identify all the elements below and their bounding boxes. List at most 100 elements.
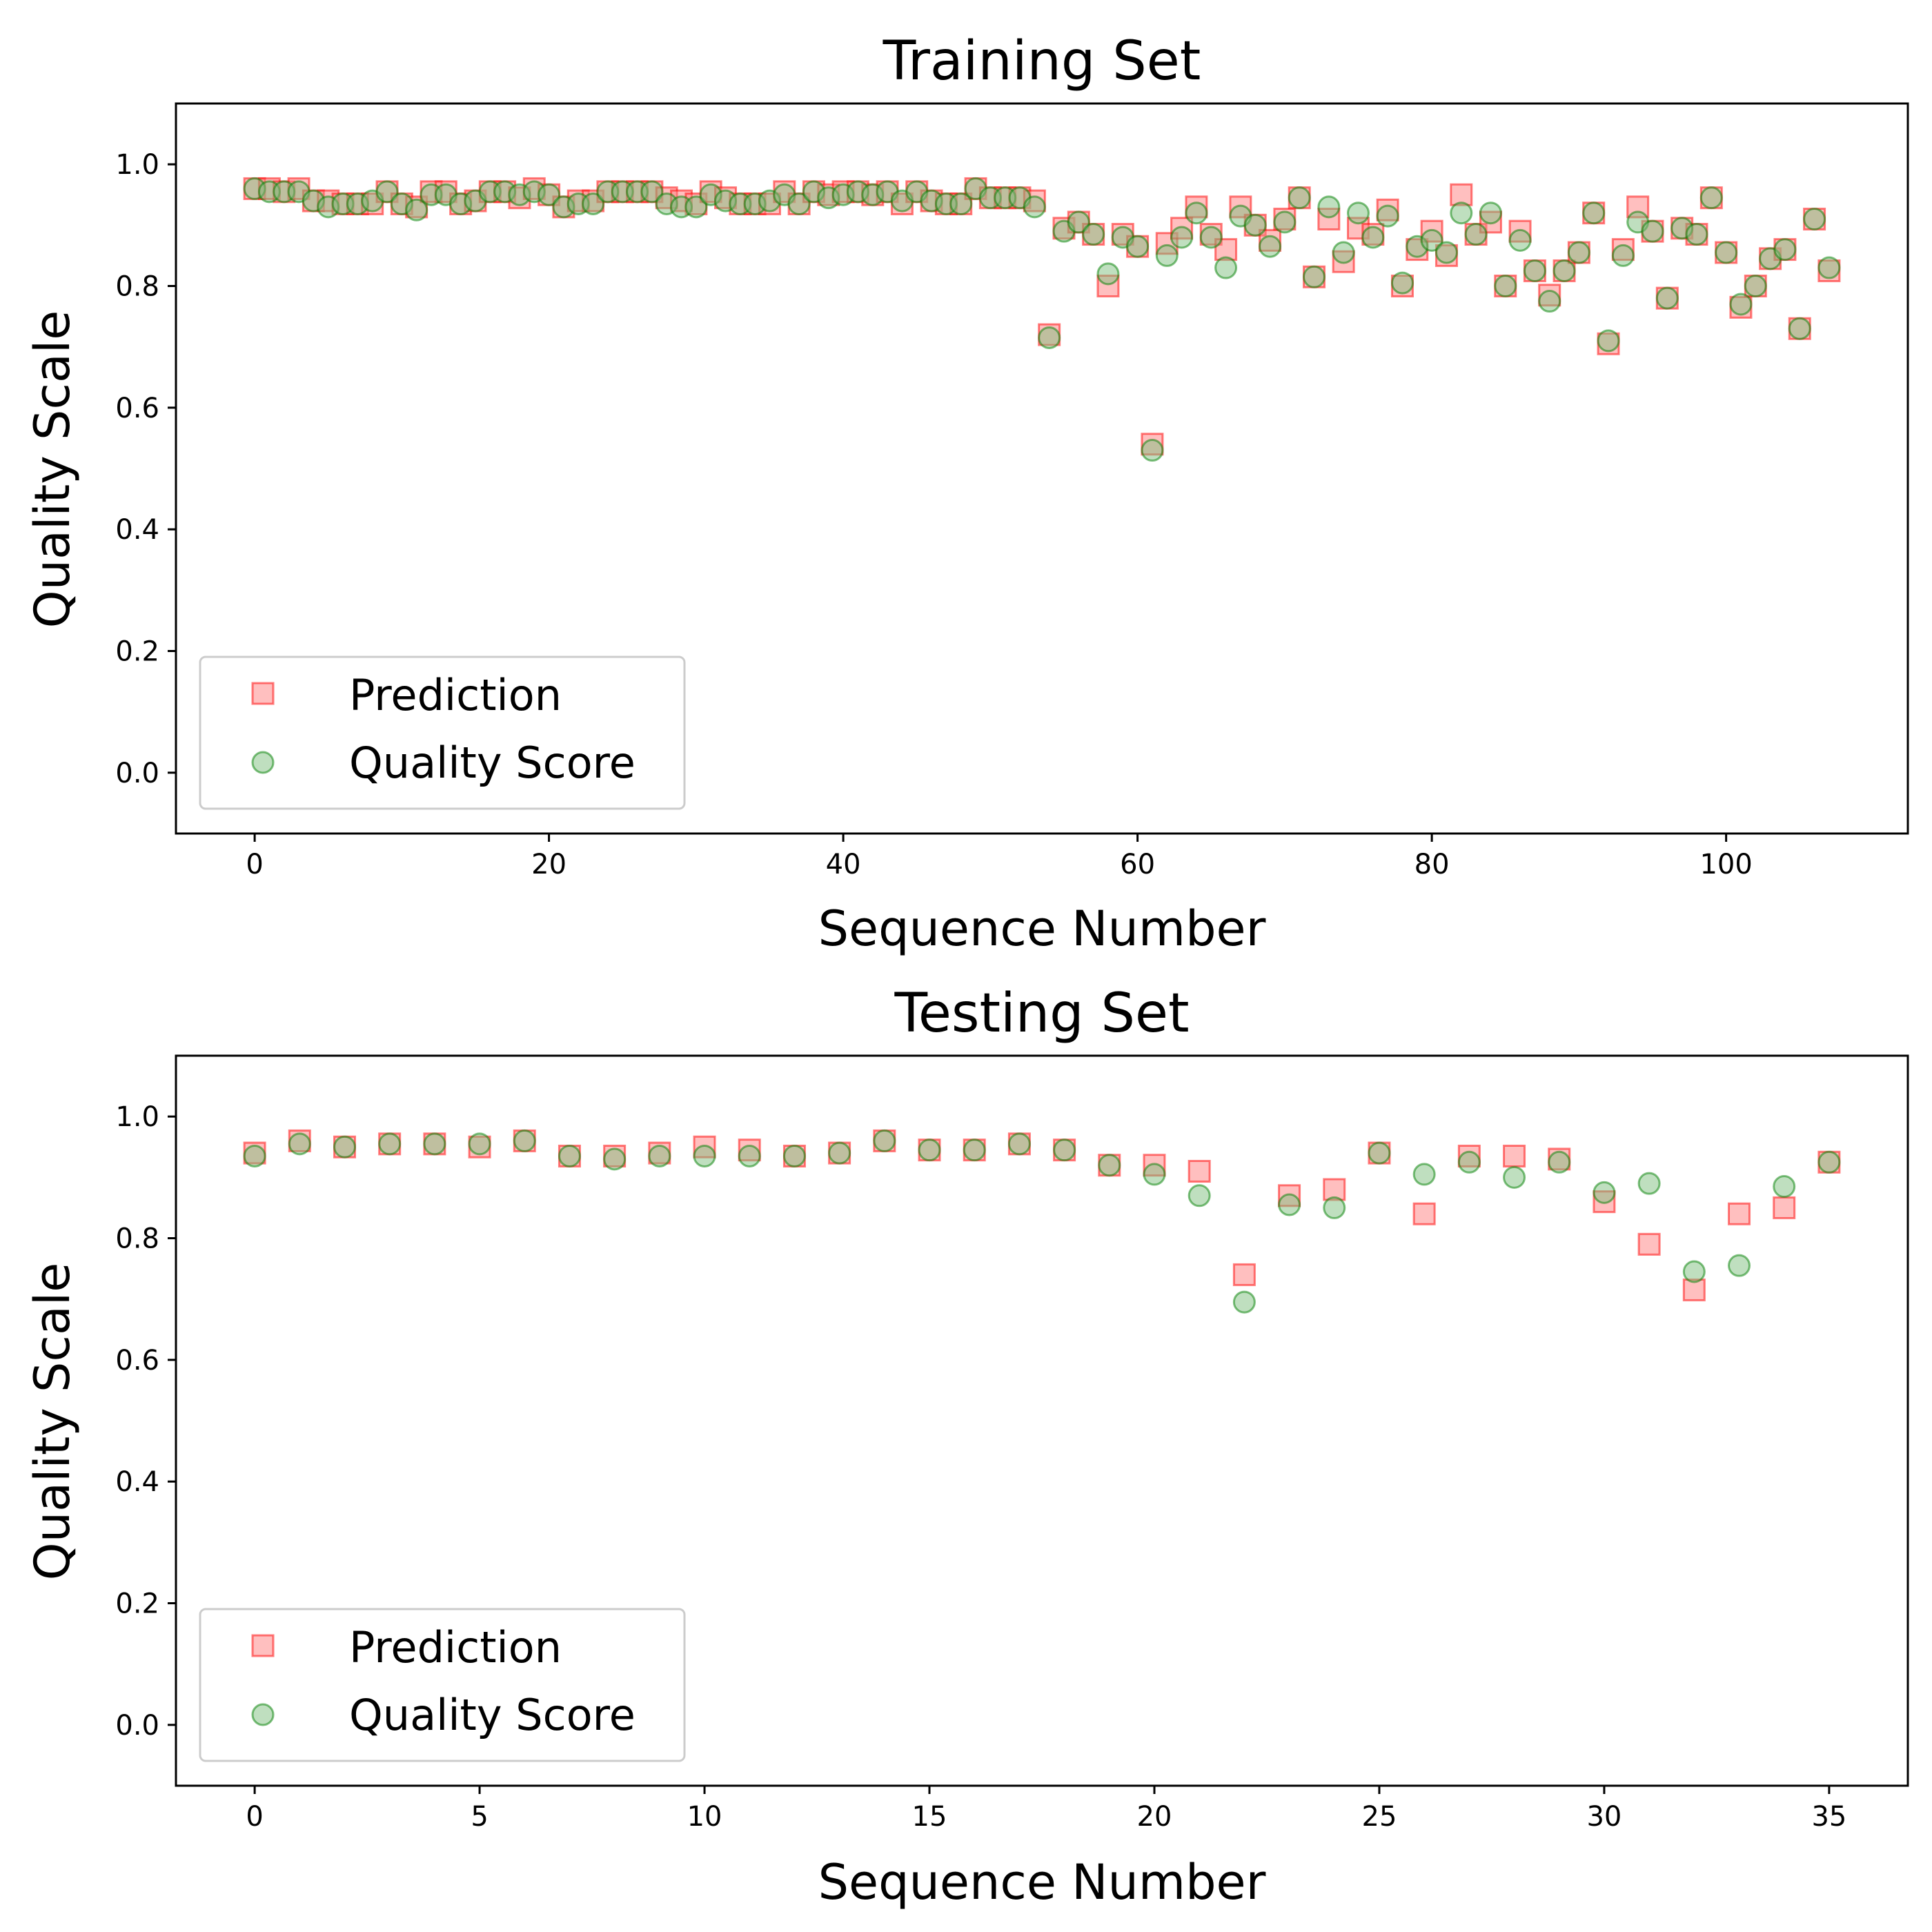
quality-score-point [693, 1144, 716, 1167]
legend-prediction-label: Prediction [349, 1622, 562, 1673]
quality-score-point [538, 183, 561, 206]
quality-score-point [1773, 238, 1797, 262]
quality-score-point [1082, 223, 1105, 246]
legend-box [199, 1608, 686, 1762]
quality-score-point [1376, 204, 1399, 228]
y-tick-label: 1.0 [115, 149, 159, 181]
legend-score-label: Quality Score [349, 1690, 635, 1740]
quality-score-point [1494, 275, 1517, 297]
prediction-point [1503, 1144, 1526, 1167]
quality-score-point [1685, 223, 1708, 246]
quality-score-point [949, 192, 973, 215]
quality-score-point [1508, 228, 1532, 252]
quality-score-point [1170, 226, 1194, 249]
x-tick-label: 25 [1362, 1801, 1397, 1833]
quality-score-point [1288, 186, 1311, 210]
legend-prediction-marker [251, 1634, 275, 1657]
x-axis-label: Sequence Number [818, 1854, 1266, 1911]
x-axis-label: Sequence Number [818, 900, 1266, 957]
x-tick-label: 20 [1137, 1801, 1172, 1833]
quality-score-point [1464, 223, 1488, 246]
y-tick-label: 0.6 [115, 393, 159, 424]
y-tick-label: 0.8 [115, 271, 159, 303]
quality-score-point [558, 1144, 581, 1167]
x-axis-ticks: 0 20 40 60 80 100 [246, 834, 1753, 880]
quality-score-point [1361, 226, 1385, 249]
quality-score-point [1141, 439, 1164, 462]
quality-score-point [1023, 195, 1046, 219]
y-axis-label: Quality Scale [24, 1263, 81, 1581]
x-tick-label: 5 [471, 1801, 488, 1833]
quality-score-point [468, 1132, 491, 1156]
quality-score-point [1199, 226, 1223, 249]
data-marks [243, 177, 1841, 462]
quality-score-point [375, 180, 399, 204]
x-tick-label: 60 [1120, 849, 1155, 880]
quality-score-point [1053, 1138, 1076, 1162]
quality-score-point [1548, 1150, 1571, 1174]
quality-score-point [1773, 1175, 1796, 1199]
quality-score-point [1259, 235, 1282, 258]
legend: Prediction Quality Score [199, 1608, 686, 1762]
x-tick-label: 10 [687, 1801, 722, 1833]
quality-score-point [1728, 1254, 1751, 1277]
chart-title: Training Set [883, 30, 1201, 92]
legend-prediction-label: Prediction [349, 670, 562, 720]
y-tick-label: 0.8 [115, 1223, 159, 1255]
prediction-point [1637, 1232, 1661, 1256]
quality-score-point [1323, 1196, 1346, 1219]
quality-score-point [1788, 317, 1811, 340]
quality-score-point [1317, 195, 1341, 219]
quality-score-point [1457, 1150, 1481, 1174]
x-tick-label: 80 [1414, 849, 1450, 880]
quality-score-point [1214, 256, 1238, 279]
data-marks [243, 1129, 1841, 1314]
quality-score-point [1641, 219, 1664, 243]
legend: Prediction Quality Score [199, 656, 686, 810]
quality-score-point [243, 1144, 266, 1167]
quality-score-point [1611, 244, 1635, 267]
quality-score-point [513, 1129, 536, 1152]
quality-score-point [1817, 1150, 1841, 1174]
quality-score-point [1067, 210, 1090, 234]
quality-score-point [1552, 259, 1576, 282]
quality-score-point [640, 180, 664, 204]
x-tick-label: 35 [1811, 1801, 1846, 1833]
quality-score-point [288, 1132, 311, 1156]
quality-score-point [873, 1129, 896, 1152]
legend-score-marker [251, 751, 275, 774]
y-tick-label: 0.6 [115, 1345, 159, 1377]
quality-score-point [405, 198, 428, 221]
quality-score-point [1390, 271, 1414, 295]
quality-score-point [1346, 201, 1370, 225]
testing-set-panel: Testing Set 0 5 10 15 20 25 30 35 0.00.20.40.60… [24, 983, 1909, 1911]
y-axis-ticks: 0.0 0.2 0.4 0.6 0.8 1.0 [115, 1101, 176, 1742]
quality-score-point [787, 192, 811, 215]
quality-score-point [1699, 186, 1723, 210]
quality-score-point [1332, 241, 1355, 264]
y-axis-ticks: 0.0 0.2 0.4 0.6 0.8 1.0 [115, 149, 176, 789]
y-tick-label: 0.4 [115, 1466, 159, 1498]
x-tick-label: 20 [531, 849, 566, 880]
prediction-series [243, 1129, 1841, 1301]
quality-score-point [1143, 1163, 1166, 1186]
quality-score-point [1655, 286, 1679, 310]
x-tick-label: 30 [1586, 1801, 1621, 1833]
quality-score-point [738, 1144, 761, 1167]
quality-score-point [1538, 290, 1561, 313]
legend-prediction-marker [251, 682, 275, 705]
quality-score-point [1155, 244, 1179, 267]
quality-score-point [1567, 241, 1590, 264]
quality-score-point [1126, 235, 1150, 258]
quality-score-point [378, 1132, 402, 1156]
quality-score-point [333, 1135, 356, 1159]
quality-score-series [243, 1129, 1841, 1314]
quality-score-point [1582, 201, 1606, 225]
quality-score-point [684, 195, 708, 219]
y-tick-label: 0.2 [115, 636, 159, 668]
plot-area [175, 1054, 1909, 1787]
quality-score-point [918, 1138, 941, 1162]
x-tick-label: 15 [912, 1801, 947, 1833]
quality-score-point [1503, 1165, 1526, 1189]
quality-score-point [1368, 1141, 1391, 1165]
